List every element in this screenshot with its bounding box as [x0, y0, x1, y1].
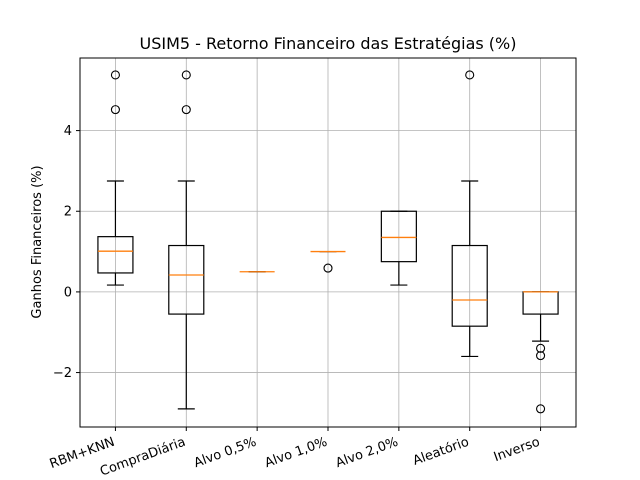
iqr-box — [168, 244, 205, 315]
outlier-point — [465, 70, 475, 80]
y-tick-label: −2 — [53, 366, 72, 381]
box-5 — [380, 210, 417, 286]
y-tick-label: 0 — [64, 285, 72, 300]
box-1 — [97, 70, 134, 286]
box-7 — [522, 291, 559, 414]
outlier-point — [536, 404, 546, 414]
outlier-point — [110, 105, 120, 115]
outlier-point — [181, 70, 191, 80]
outlier-point — [181, 105, 191, 115]
outlier-point — [536, 343, 546, 353]
chart-title: USIM5 - Retorno Financeiro das Estratégi… — [139, 34, 516, 53]
box-plots — [97, 70, 559, 414]
box-4 — [310, 250, 346, 273]
iqr-box — [97, 236, 134, 274]
y-tick-label: 2 — [64, 205, 72, 220]
y-axis-label: Ganhos Financeiros (%) — [30, 165, 45, 318]
y-tick-label: 4 — [64, 124, 72, 139]
y-axis-ticks: −2 0 2 4 — [53, 124, 80, 381]
iqr-box — [380, 210, 417, 263]
outlier-point — [323, 263, 333, 273]
box-6 — [451, 70, 488, 358]
outlier-point — [536, 351, 546, 361]
outlier-point — [110, 70, 120, 80]
iqr-box — [451, 244, 488, 327]
box-2 — [168, 70, 205, 410]
